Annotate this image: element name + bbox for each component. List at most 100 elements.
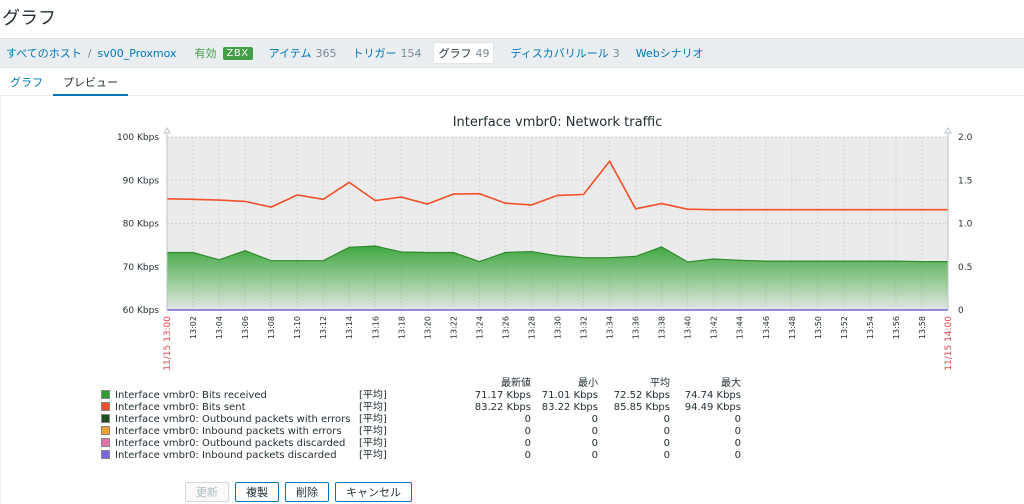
host-status-link[interactable]: 有効 — [194, 47, 217, 60]
legend-avg: 0 — [663, 450, 670, 461]
legend-min: 0 — [591, 414, 598, 425]
nav-item-label[interactable]: グラフ — [438, 47, 472, 60]
legend-last: 0 — [524, 426, 531, 437]
legend-swatch — [101, 450, 110, 459]
y-right-tick-label: 2.0 — [958, 133, 973, 143]
legend-last: 83.22 Kbps — [474, 402, 531, 413]
legend-row: Interface vmbr0: Bits received [平均] 71.17 … — [101, 390, 741, 402]
x-tick-label: 13:48 — [788, 316, 797, 339]
y-left-tick-label: 60 Kbps — [123, 306, 160, 316]
legend-row: Interface vmbr0: Bits sent [平均] 83.22 Kbps… — [101, 402, 741, 414]
graph-preview-panel: Interface vmbr0: Network traffic 100 Kbps… — [0, 97, 1024, 504]
legend-function: [平均] — [359, 450, 387, 461]
nav-item[interactable]: ディスカバリルール 3 — [510, 45, 619, 61]
y-right-tick-label: 1.0 — [958, 220, 973, 230]
legend-avg: 72.52 Kbps — [613, 390, 670, 401]
legend-header-max: 最大 — [721, 378, 741, 389]
nav-item-count: 49 — [475, 46, 490, 60]
x-tick-label: 13:58 — [918, 316, 927, 339]
legend-header-min: 最小 — [578, 378, 598, 389]
legend-max: 0 — [734, 438, 741, 449]
legend-max: 74.74 Kbps — [684, 390, 741, 401]
legend-max: 0 — [734, 426, 741, 437]
y-axis-left-arrow — [163, 127, 171, 134]
legend-swatch — [101, 426, 110, 435]
x-tick-label: 13:14 — [345, 316, 354, 339]
y-left-tick-label: 90 Kbps — [123, 176, 160, 186]
nav-item-label[interactable]: アイテム — [268, 47, 312, 60]
form-buttons: 更新 複製 削除 キャンセル — [185, 482, 412, 502]
tab-1[interactable]: プレビュー — [53, 74, 128, 96]
y-axis-right-arrow — [944, 127, 952, 134]
x-start-label: 11/15 13:00 — [163, 316, 173, 371]
legend-header-avg: 平均 — [650, 378, 670, 389]
legend-avg: 85.85 Kbps — [613, 402, 670, 413]
nav-item[interactable]: アイテム 365 — [269, 45, 337, 61]
zbx-availability-badge: ZBX — [222, 46, 253, 60]
page-title: グラフ — [2, 8, 56, 29]
legend-function: [平均] — [359, 402, 387, 413]
x-tick-label: 13:50 — [814, 316, 823, 339]
nav-item[interactable]: トリガー 154 — [352, 45, 421, 61]
legend-swatch — [101, 390, 110, 399]
tab-0[interactable]: グラフ — [10, 76, 43, 89]
nav-item-label[interactable]: ディスカバリルール — [510, 47, 609, 60]
x-tick-label: 13:08 — [267, 316, 276, 339]
breadcrumb-all-hosts[interactable]: すべてのホスト — [6, 47, 82, 60]
x-tick-label: 13:40 — [684, 316, 693, 339]
legend-max: 0 — [734, 414, 741, 425]
x-tick-label: 13:18 — [397, 316, 406, 339]
nav-item-count: 154 — [400, 46, 422, 60]
x-end-label: 11/15 14:00 — [944, 316, 954, 371]
network-traffic-chart: Interface vmbr0: Network traffic 100 Kbps… — [117, 115, 973, 371]
y-right-tick-label: 0.5 — [958, 263, 972, 273]
nav-item-label[interactable]: トリガー — [352, 47, 397, 60]
legend-series-name: Interface vmbr0: Inbound packets discard… — [115, 450, 337, 461]
x-tick-label: 13:38 — [658, 316, 667, 339]
host-navigation-bar: すべてのホスト / sv00_Proxmox 有効 ZBX アイテム 365 トリガ… — [0, 38, 1024, 68]
legend-row: Interface vmbr0: Outbound packets with e… — [101, 414, 741, 426]
series-area-bits-received — [167, 246, 948, 310]
x-tick-label: 13:24 — [475, 316, 484, 339]
legend-min: 0 — [591, 438, 598, 449]
legend-row: Interface vmbr0: Inbound packets with er… — [101, 426, 741, 438]
y-left-tick-label: 70 Kbps — [123, 263, 160, 273]
legend-series-name: Interface vmbr0: Outbound packets discar… — [115, 438, 346, 449]
x-tick-label: 13:36 — [632, 316, 641, 339]
legend-function: [平均] — [359, 390, 387, 401]
delete-button[interactable]: 削除 — [285, 482, 329, 502]
legend-row: Interface vmbr0: Inbound packets discard… — [101, 450, 741, 462]
x-tick-label: 13:12 — [319, 316, 328, 339]
x-tick-label: 13:32 — [580, 316, 589, 339]
nav-item[interactable]: グラフ 49 — [433, 42, 495, 64]
legend-last: 0 — [524, 438, 531, 449]
y-left-tick-label: 100 Kbps — [117, 133, 159, 143]
x-tick-label: 13:42 — [710, 316, 719, 339]
legend-min: 0 — [591, 426, 598, 437]
nav-item-count: 365 — [315, 46, 337, 60]
x-tick-label: 13:06 — [241, 316, 250, 339]
update-button[interactable]: 更新 — [185, 482, 229, 502]
legend-function: [平均] — [359, 414, 387, 425]
legend-min: 83.22 Kbps — [541, 402, 598, 413]
x-tick-label: 13:22 — [449, 316, 458, 339]
cancel-button[interactable]: キャンセル — [335, 482, 412, 502]
nav-item-label[interactable]: Webシナリオ — [635, 47, 704, 60]
legend-last: 0 — [524, 414, 531, 425]
breadcrumb-separator: / — [87, 46, 92, 60]
tab-bar: グラフ プレビュー — [0, 74, 1024, 96]
breadcrumb-host[interactable]: sv00_Proxmox — [97, 46, 177, 60]
nav-item[interactable]: Webシナリオ — [636, 45, 704, 61]
legend-header-last: 最新値 — [501, 378, 531, 389]
clone-button[interactable]: 複製 — [235, 482, 279, 502]
x-tick-label: 13:56 — [892, 316, 901, 339]
legend-swatch — [101, 438, 110, 447]
legend-row: Interface vmbr0: Outbound packets discar… — [101, 438, 741, 450]
x-tick-label: 13:10 — [293, 316, 302, 339]
x-tick-label: 13:52 — [840, 316, 849, 339]
x-tick-label: 13:26 — [501, 316, 510, 339]
legend-series-name: Interface vmbr0: Bits received — [115, 390, 267, 401]
series-line-bits-received — [167, 245, 948, 263]
legend-series-name: Interface vmbr0: Inbound packets with er… — [115, 426, 342, 437]
legend-avg: 0 — [663, 414, 670, 425]
